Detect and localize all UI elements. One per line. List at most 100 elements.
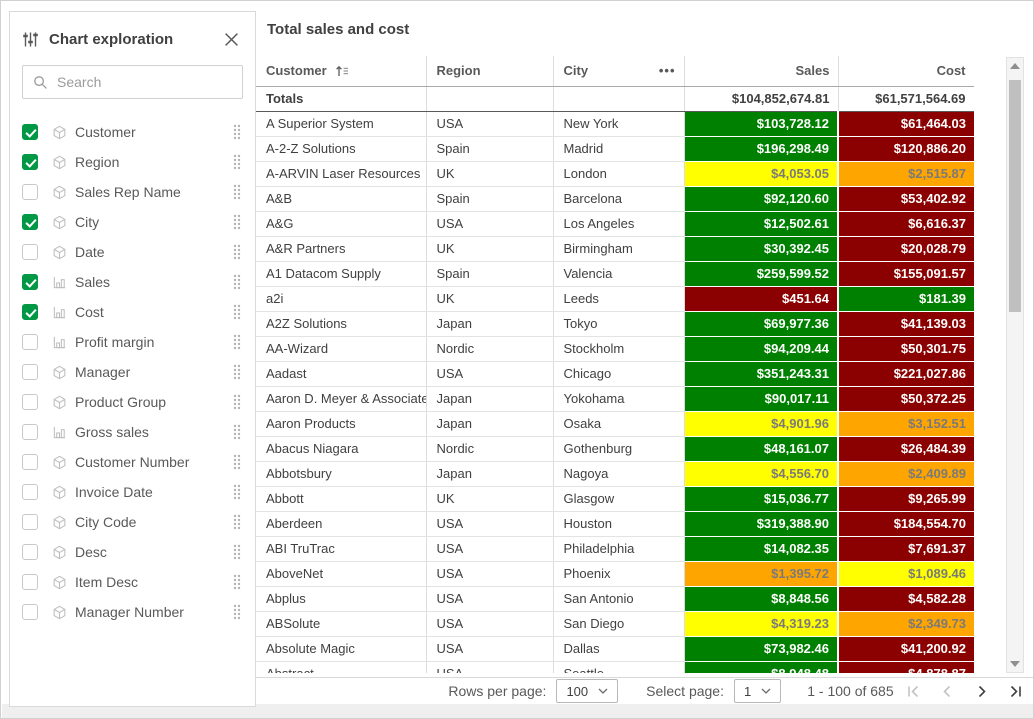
drag-handle-icon[interactable] — [233, 364, 241, 380]
table-row[interactable]: A&B Spain Barcelona $92,120.60 $53,402.9… — [256, 186, 974, 212]
field-item-gross-sales[interactable]: Gross sales — [10, 417, 255, 447]
cell-customer: Aaron Products — [256, 411, 427, 437]
cell-sales: $4,556.70 — [684, 461, 838, 487]
last-page-button[interactable] — [1009, 685, 1022, 698]
drag-handle-icon[interactable] — [233, 574, 241, 590]
field-checkbox[interactable] — [22, 394, 38, 410]
field-item-profit-margin[interactable]: Profit margin — [10, 327, 255, 357]
first-page-button[interactable] — [907, 685, 920, 698]
drag-handle-icon[interactable] — [233, 214, 241, 230]
table-row[interactable]: A&G USA Los Angeles $12,502.61 $6,616.37 — [256, 211, 974, 237]
field-checkbox[interactable] — [22, 544, 38, 560]
field-item-date[interactable]: Date — [10, 237, 255, 267]
field-checkbox[interactable] — [22, 604, 38, 620]
cell-sales: $73,982.46 — [684, 636, 838, 662]
field-item-cost[interactable]: Cost — [10, 297, 255, 327]
field-item-city[interactable]: City — [10, 207, 255, 237]
table-row[interactable]: AA-Wizard Nordic Stockholm $94,209.44 $5… — [256, 336, 974, 362]
drag-handle-icon[interactable] — [233, 544, 241, 560]
drag-handle-icon[interactable] — [233, 244, 241, 260]
field-label: Desc — [75, 544, 107, 560]
field-item-region[interactable]: Region — [10, 147, 255, 177]
rows-per-page-select[interactable]: 100 — [556, 679, 619, 703]
table-row[interactable]: Abbott UK Glasgow $15,036.77 $9,265.99 — [256, 486, 974, 512]
vertical-scrollbar[interactable] — [1006, 57, 1024, 673]
table-row[interactable]: A-ARVIN Laser Resources UK London $4,053… — [256, 161, 974, 187]
drag-handle-icon[interactable] — [233, 124, 241, 140]
drag-handle-icon[interactable] — [233, 334, 241, 350]
drag-handle-icon[interactable] — [233, 424, 241, 440]
cell-region: USA — [426, 661, 554, 673]
field-item-customer[interactable]: Customer — [10, 117, 255, 147]
table-row[interactable]: Abstract USA Seattle $8,948.48 $4,878.87 — [256, 661, 974, 673]
drag-handle-icon[interactable] — [233, 484, 241, 500]
next-page-button[interactable] — [975, 685, 988, 698]
table-row[interactable]: Aaron D. Meyer & Associates Japan Yokoha… — [256, 386, 974, 412]
table-row[interactable]: ABI TruTrac USA Philadelphia $14,082.35 … — [256, 536, 974, 562]
column-header-region[interactable]: Region — [426, 56, 554, 87]
table-row[interactable]: Abbotsbury Japan Nagoya $4,556.70 $2,409… — [256, 461, 974, 487]
column-header-customer[interactable]: Customer — [256, 56, 427, 87]
search-input[interactable] — [57, 74, 227, 90]
table-row[interactable]: A1 Datacom Supply Spain Valencia $259,59… — [256, 261, 974, 287]
field-item-product-group[interactable]: Product Group — [10, 387, 255, 417]
field-checkbox[interactable] — [22, 364, 38, 380]
table-row[interactable]: A Superior System USA New York $103,728.… — [256, 111, 974, 137]
previous-page-button[interactable] — [941, 685, 954, 698]
field-item-customer-number[interactable]: Customer Number — [10, 447, 255, 477]
field-checkbox[interactable] — [22, 334, 38, 350]
cell-customer: Aberdeen — [256, 511, 427, 537]
table-row[interactable]: Absolute Magic USA Dallas $73,982.46 $41… — [256, 636, 974, 662]
field-checkbox[interactable] — [22, 274, 38, 290]
field-item-manager-number[interactable]: Manager Number — [10, 597, 255, 627]
select-page-select[interactable]: 1 — [733, 679, 782, 703]
field-checkbox[interactable] — [22, 304, 38, 320]
field-item-item-desc[interactable]: Item Desc — [10, 567, 255, 597]
table-row[interactable]: ABSolute USA San Diego $4,319.23 $2,349.… — [256, 611, 974, 637]
field-checkbox[interactable] — [22, 574, 38, 590]
table-row[interactable]: Aadast USA Chicago $351,243.31 $221,027.… — [256, 361, 974, 387]
table-row[interactable]: A&R Partners UK Birmingham $30,392.45 $2… — [256, 236, 974, 262]
drag-handle-icon[interactable] — [233, 274, 241, 290]
field-checkbox[interactable] — [22, 184, 38, 200]
table-row[interactable]: AboveNet USA Phoenix $1,395.72 $1,089.46 — [256, 561, 974, 587]
field-checkbox[interactable] — [22, 124, 38, 140]
drag-handle-icon[interactable] — [233, 304, 241, 320]
search-box[interactable] — [22, 65, 243, 99]
field-checkbox[interactable] — [22, 424, 38, 440]
drag-handle-icon[interactable] — [233, 454, 241, 470]
scrollbar-thumb[interactable] — [1009, 80, 1021, 312]
table-row[interactable]: Abacus Niagara Nordic Gothenburg $48,161… — [256, 436, 974, 462]
close-icon[interactable] — [222, 30, 241, 49]
field-item-invoice-date[interactable]: Invoice Date — [10, 477, 255, 507]
field-checkbox[interactable] — [22, 454, 38, 470]
drag-handle-icon[interactable] — [233, 604, 241, 620]
field-checkbox[interactable] — [22, 244, 38, 260]
column-header-sales[interactable]: Sales — [684, 56, 839, 87]
field-item-sales-rep-name[interactable]: Sales Rep Name — [10, 177, 255, 207]
table-row[interactable]: A-2-Z Solutions Spain Madrid $196,298.49… — [256, 136, 974, 162]
scroll-up-icon[interactable] — [1010, 63, 1020, 69]
column-header-cost[interactable]: Cost — [838, 56, 974, 87]
table-row[interactable]: Aberdeen USA Houston $319,388.90 $184,55… — [256, 511, 974, 537]
column-header-city[interactable]: City ••• — [553, 56, 685, 87]
field-checkbox[interactable] — [22, 514, 38, 530]
field-item-desc[interactable]: Desc — [10, 537, 255, 567]
field-item-city-code[interactable]: City Code — [10, 507, 255, 537]
field-checkbox[interactable] — [22, 484, 38, 500]
field-checkbox[interactable] — [22, 154, 38, 170]
table-row[interactable]: A2Z Solutions Japan Tokyo $69,977.36 $41… — [256, 311, 974, 337]
field-item-manager[interactable]: Manager — [10, 357, 255, 387]
cell-sales: $319,388.90 — [684, 511, 838, 537]
column-menu-icon[interactable]: ••• — [658, 63, 676, 79]
field-checkbox[interactable] — [22, 214, 38, 230]
table-row[interactable]: Abplus USA San Antonio $8,848.56 $4,582.… — [256, 586, 974, 612]
field-item-sales[interactable]: Sales — [10, 267, 255, 297]
drag-handle-icon[interactable] — [233, 394, 241, 410]
drag-handle-icon[interactable] — [233, 184, 241, 200]
table-row[interactable]: a2i UK Leeds $451.64 $181.39 — [256, 286, 974, 312]
drag-handle-icon[interactable] — [233, 154, 241, 170]
table-row[interactable]: Aaron Products Japan Osaka $4,901.96 $3,… — [256, 411, 974, 437]
scroll-down-icon[interactable] — [1010, 661, 1020, 667]
drag-handle-icon[interactable] — [233, 514, 241, 530]
